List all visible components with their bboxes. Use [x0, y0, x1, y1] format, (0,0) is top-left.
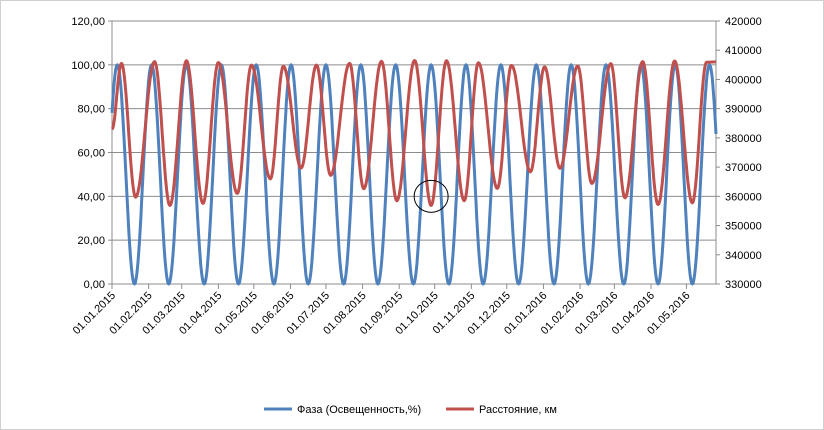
y-right-tick-label: 410000 [725, 45, 762, 57]
left-y-axis: 0,00 20,00 40,00 60,00 80,00 100,00 120,00 [71, 16, 113, 291]
y-left-tick-label: 80,00 [77, 104, 105, 116]
legend: Фаза (Освещенность,%) Расстояние, км [264, 404, 557, 416]
right-y-axis: 330000 340000 350000 360000 370000 380000 3900… [715, 16, 762, 291]
series-illumination [110, 63, 718, 286]
legend-label: Расстояние, км [479, 404, 557, 416]
legend-label: Фаза (Освещенность,%) [297, 404, 421, 416]
y-left-tick-label: 40,00 [77, 191, 105, 203]
series-lines [110, 59, 718, 286]
y-right-tick-label: 420000 [725, 16, 762, 28]
y-right-tick-label: 360000 [725, 191, 762, 203]
series-distance [110, 59, 718, 207]
y-right-tick-label: 350000 [725, 221, 762, 233]
x-axis: 01.01.201501.02.201501.03.201501.04.2015… [71, 283, 716, 337]
annotation [413, 179, 449, 213]
y-left-tick-label: 60,00 [77, 148, 105, 160]
y-right-tick-label: 380000 [725, 133, 762, 145]
y-right-tick-label: 330000 [725, 279, 762, 291]
y-right-tick-label: 400000 [725, 74, 762, 86]
y-left-tick-label: 0,00 [84, 279, 105, 291]
y-right-tick-label: 370000 [725, 162, 762, 174]
y-right-tick-label: 340000 [725, 250, 762, 262]
y-left-tick-label: 120,00 [71, 16, 105, 28]
y-left-tick-label: 20,00 [77, 235, 105, 247]
y-left-tick-label: 100,00 [71, 60, 105, 72]
annotation-circle [413, 179, 449, 213]
y-right-tick-label: 390000 [725, 104, 762, 116]
